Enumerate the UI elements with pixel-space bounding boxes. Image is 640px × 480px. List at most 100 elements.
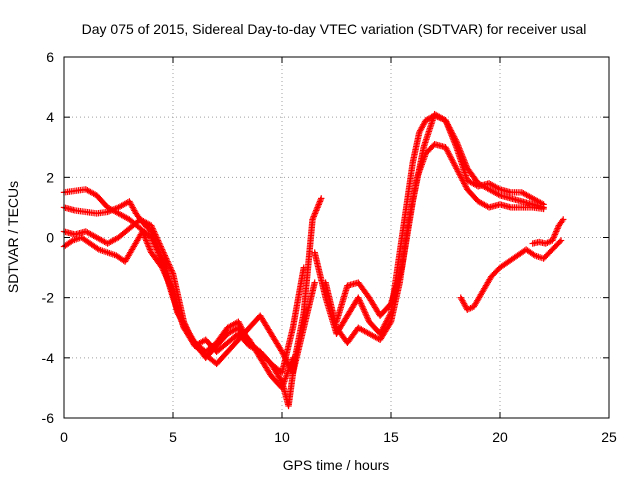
data-point-interp: [447, 130, 455, 137]
data-point-interp: [553, 228, 560, 235]
data-point-interp: [448, 132, 455, 139]
data-point-interp: [160, 268, 168, 276]
data-point-interp: [361, 309, 369, 316]
data-point-interp: [140, 231, 147, 238]
data-point-interp: [358, 301, 365, 309]
data-point-interp: [313, 207, 320, 214]
data-point-interp: [449, 135, 456, 142]
y-axis-label: SDTVAR / TECUs: [5, 181, 21, 293]
data-point-interp: [148, 223, 156, 231]
data-point-interp: [165, 279, 173, 286]
data-point-interp: [144, 241, 152, 249]
data-point-interp: [150, 226, 157, 234]
data-point-interp: [445, 126, 453, 133]
data-point-interp: [424, 116, 431, 123]
data-point-interp: [311, 210, 319, 217]
y-tick-label: 4: [46, 109, 54, 125]
data-point-interp: [444, 121, 451, 128]
data-point-interp: [549, 235, 557, 243]
y-tick-label: 2: [46, 169, 54, 185]
data-point-interp: [165, 259, 172, 267]
data-point-interp: [156, 240, 163, 247]
data-point-interp: [167, 265, 175, 273]
data-point-interp: [452, 142, 459, 149]
data-point-interp: [556, 238, 563, 245]
data-point-interp: [445, 124, 452, 131]
data-point-interp: [450, 136, 457, 143]
data-point-interp: [558, 217, 566, 225]
data-point-interp: [144, 240, 151, 247]
grid-lines: [64, 57, 609, 418]
y-tick-label: -4: [42, 350, 55, 366]
data-point: [289, 354, 297, 362]
data-point-interp: [141, 232, 148, 240]
data-point-interp: [158, 244, 165, 252]
y-tick-label: -6: [42, 410, 55, 426]
data-point-interp: [165, 261, 173, 268]
series-track-9: [529, 216, 567, 247]
data-point-interp: [162, 253, 169, 261]
data-point-interp: [359, 303, 366, 310]
series-track-4: [60, 228, 297, 392]
data-point-interp: [152, 231, 159, 238]
data-point-interp: [149, 225, 156, 232]
data-point: [560, 216, 567, 223]
data-point-interp: [355, 295, 363, 303]
data-point-interp: [361, 308, 368, 315]
data-point-interp: [315, 201, 322, 208]
data-point-interp: [357, 298, 364, 306]
chart-title: Day 075 of 2015, Sidereal Day-to-day VTE…: [82, 21, 587, 37]
data-point-interp: [314, 204, 321, 211]
x-tick-label: 5: [169, 429, 177, 445]
data-point-interp: [146, 246, 154, 253]
data-point-interp: [160, 250, 168, 258]
data-point-interp: [167, 283, 175, 291]
data-point-interp: [446, 127, 453, 134]
data-point: [318, 195, 325, 202]
data-point-interp: [139, 229, 147, 237]
data-point-interp: [551, 232, 558, 240]
data-point: [549, 237, 556, 244]
data-point-interp: [363, 312, 370, 319]
data-point-interp: [167, 264, 174, 271]
data-point: [300, 264, 307, 271]
data-point-interp: [152, 232, 160, 240]
data-point-interp: [163, 274, 171, 282]
data-point-interp: [150, 228, 158, 235]
data-point-interp: [444, 122, 452, 130]
data-point-interp: [154, 237, 162, 244]
data-point-interp: [310, 213, 317, 220]
data-point-interp: [159, 265, 166, 273]
data-point-interp: [363, 314, 371, 321]
data-points: [60, 110, 567, 410]
data-point-interp: [159, 247, 166, 255]
data-point: [148, 222, 155, 229]
data-point: [355, 294, 362, 301]
data-point-interp: [316, 199, 323, 207]
data-point-interp: [165, 277, 172, 285]
data-point-interp: [314, 202, 322, 210]
x-tick-label: 25: [601, 429, 617, 445]
data-point-interp: [164, 258, 171, 265]
data-point-interp: [157, 243, 164, 250]
data-point-interp: [169, 286, 176, 294]
data-point-interp: [160, 267, 167, 274]
x-tick-labels: 0 5 10 15 20 25: [60, 429, 617, 445]
data-point-interp: [161, 252, 169, 259]
data-point-interp: [166, 262, 173, 270]
data-point-interp: [145, 243, 152, 250]
series-track-8: [457, 237, 565, 313]
data-point: [540, 201, 547, 208]
data-point-interp: [554, 225, 561, 232]
x-tick-label: 15: [383, 429, 399, 445]
data-point: [442, 116, 449, 124]
data-point-interp: [163, 256, 171, 264]
data-point-interp: [142, 235, 149, 243]
x-tick-label: 20: [492, 429, 508, 445]
y-tick-label: -2: [42, 290, 55, 306]
data-point-interp: [317, 196, 324, 204]
data-point-interp: [312, 208, 319, 216]
data-point-interp: [143, 237, 150, 244]
